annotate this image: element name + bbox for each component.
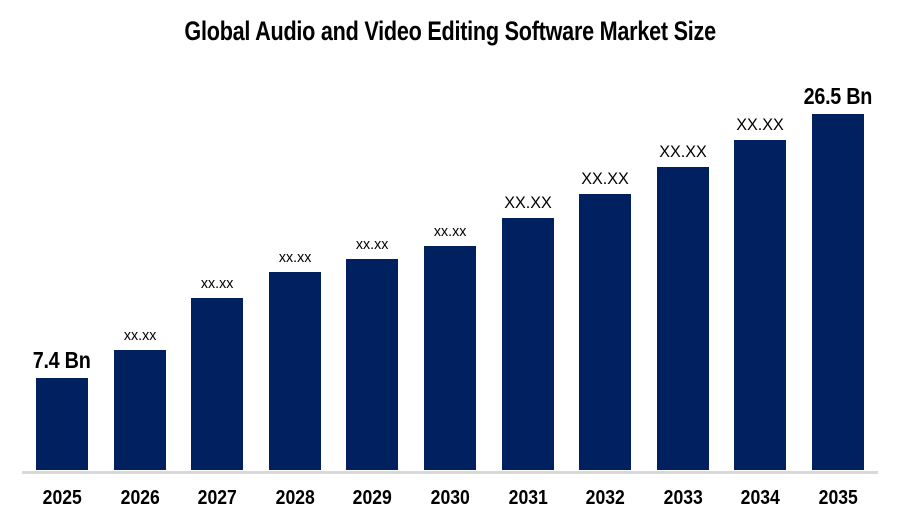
- bar-value-label-2026: xx.xx: [70, 328, 210, 344]
- bar-value-text-2034: XX.XX: [736, 115, 784, 135]
- bar-2034: [734, 140, 786, 470]
- bar-value-label-2028: xx.xx: [225, 250, 365, 266]
- x-tick-label-2029: 2029: [322, 487, 422, 510]
- bar-2032: [579, 194, 631, 470]
- x-tick-label-2035: 2035: [788, 487, 888, 510]
- x-tick-text-2035: 2035: [818, 487, 858, 509]
- bar-value-text-2029: xx.xx: [355, 236, 389, 254]
- x-tick-label-2028: 2028: [245, 487, 345, 510]
- x-axis-line: [22, 471, 878, 474]
- bar-2029: [346, 259, 398, 470]
- x-tick-text-2034: 2034: [740, 487, 780, 509]
- bar-value-label-2027: xx.xx: [147, 276, 287, 292]
- bar-value-label-2029: xx.xx: [302, 237, 442, 253]
- bar-value-text-2032: XX.XX: [581, 169, 629, 189]
- bar-2028: [269, 272, 321, 470]
- bar-value-text-2031: XX.XX: [504, 193, 552, 213]
- x-tick-text-2025: 2025: [42, 487, 82, 509]
- x-tick-label-2025: 2025: [12, 487, 112, 510]
- bar-value-label-2031: XX.XX: [458, 194, 598, 212]
- bar-value-text-2027: xx.xx: [200, 275, 234, 293]
- bar-2033: [657, 167, 709, 470]
- x-tick-label-2026: 2026: [90, 487, 190, 510]
- bar-value-text-2030: xx.xx: [433, 223, 467, 241]
- chart-title: Global Audio and Video Editing Software …: [0, 16, 900, 47]
- x-tick-text-2027: 2027: [197, 487, 237, 509]
- bar-value-label-2030: xx.xx: [380, 224, 520, 240]
- bar-value-label-2032: XX.XX: [535, 170, 675, 188]
- bar-value-text-2035: 26.5 Bn: [803, 82, 873, 109]
- x-tick-text-2031: 2031: [508, 487, 548, 509]
- bar-2026: [114, 350, 166, 470]
- bar-2035: [812, 114, 864, 470]
- bar-value-label-2035: 26.5 Bn: [768, 84, 900, 108]
- bar-value-label-2034: XX.XX: [690, 116, 830, 134]
- bar-value-text-2028: xx.xx: [278, 249, 312, 267]
- x-tick-label-2032: 2032: [555, 487, 655, 510]
- bar-2031: [502, 218, 554, 470]
- bar-2027: [191, 298, 243, 470]
- bar-value-text-2026: xx.xx: [123, 327, 157, 345]
- x-tick-label-2034: 2034: [710, 487, 810, 510]
- bar-value-text-2033: XX.XX: [659, 142, 707, 162]
- x-tick-text-2033: 2033: [663, 487, 703, 509]
- x-tick-text-2032: 2032: [585, 487, 625, 509]
- x-tick-label-2031: 2031: [478, 487, 578, 510]
- x-tick-text-2026: 2026: [120, 487, 160, 509]
- bar-2030: [424, 246, 476, 470]
- x-tick-label-2033: 2033: [633, 487, 733, 510]
- bar-value-label-2033: XX.XX: [613, 143, 753, 161]
- bar-value-label-2025: 7.4 Bn: [0, 348, 132, 372]
- x-tick-text-2029: 2029: [352, 487, 392, 509]
- x-tick-text-2030: 2030: [430, 487, 470, 509]
- chart-title-text: Global Audio and Video Editing Software …: [184, 16, 716, 46]
- bar-2025: [36, 378, 88, 470]
- x-tick-label-2027: 2027: [167, 487, 267, 510]
- x-tick-label-2030: 2030: [400, 487, 500, 510]
- x-tick-text-2028: 2028: [275, 487, 315, 509]
- bar-value-text-2025: 7.4 Bn: [33, 346, 91, 373]
